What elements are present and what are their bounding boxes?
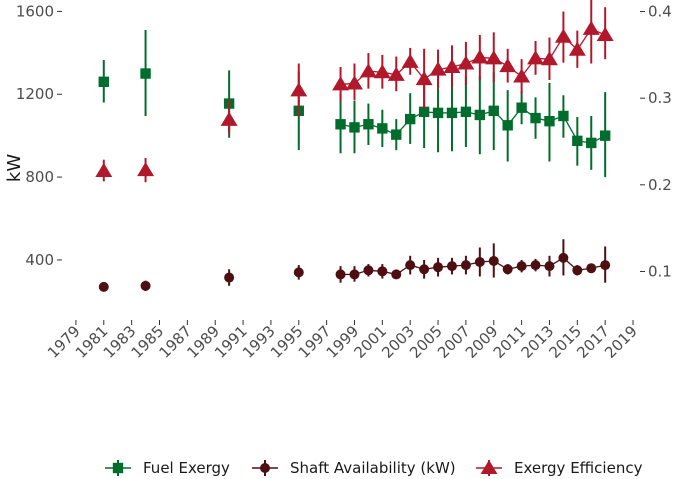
data-point — [600, 260, 611, 271]
legend-label: Shaft Availability (kW) — [290, 459, 456, 477]
data-point — [429, 61, 447, 76]
data-point — [516, 102, 527, 113]
legend-item-exergy-efficiency: Exergy Efficiency — [476, 459, 643, 477]
y-tick-label: 400 — [25, 251, 54, 269]
x-tick-label: 2019 — [601, 322, 641, 362]
data-point — [544, 115, 555, 127]
legend-item-shaft-availability-kw: Shaft Availability (kW) — [252, 459, 456, 477]
data-point — [586, 137, 597, 149]
data-point — [488, 255, 499, 266]
data-point — [95, 162, 113, 177]
data-point — [415, 71, 433, 86]
data-point — [513, 68, 531, 83]
legend-key-marker — [112, 462, 124, 474]
data-point — [391, 129, 402, 140]
data-point — [554, 28, 572, 43]
data-point — [530, 260, 541, 271]
data-point — [359, 63, 377, 78]
data-point — [335, 119, 346, 130]
data-point — [474, 109, 486, 121]
data-point — [502, 264, 513, 275]
plot-area — [95, 0, 614, 292]
data-point — [485, 50, 503, 65]
data-point — [586, 263, 597, 274]
legend: Fuel Exergy Shaft Availability (kW) Exergy… — [105, 459, 643, 477]
data-point — [349, 269, 360, 280]
data-point — [488, 105, 499, 117]
y2-tick-label: 0.4 — [648, 3, 672, 21]
data-point — [446, 107, 458, 119]
data-point — [332, 76, 350, 91]
data-point — [363, 265, 374, 276]
data-point — [443, 58, 461, 74]
data-point — [544, 261, 555, 272]
data-point — [98, 281, 109, 292]
data-point — [346, 75, 363, 90]
data-point — [401, 53, 419, 68]
data-point — [527, 50, 544, 65]
data-point — [335, 269, 346, 280]
data-point — [418, 106, 430, 118]
data-point — [568, 41, 586, 56]
data-point — [457, 55, 475, 70]
data-point — [137, 162, 155, 177]
data-point — [224, 272, 235, 283]
left-y-axis: 400 800 1200 1600 — [16, 2, 62, 269]
legend-key-marker — [480, 459, 498, 475]
x-axis: 1979198119831985198719891991199319951997… — [44, 320, 641, 362]
y2-tick-label: 0.3 — [648, 89, 672, 107]
data-point — [516, 261, 527, 272]
right-y-axis: 0.1 0.2 0.3 0.4 — [640, 3, 672, 280]
data-point — [572, 265, 583, 276]
y-tick-label: 1600 — [16, 2, 54, 20]
data-point — [419, 264, 430, 275]
data-point — [471, 49, 489, 64]
data-point — [446, 261, 457, 272]
data-point — [140, 280, 151, 291]
y-tick-label: 800 — [25, 168, 54, 186]
data-point — [596, 26, 614, 41]
y-axis-title: kW — [4, 154, 25, 182]
legend-label: Exergy Efficiency — [514, 459, 643, 477]
data-point — [474, 257, 485, 268]
data-point — [558, 110, 569, 122]
data-point — [405, 260, 416, 271]
data-point — [582, 20, 600, 35]
legend-item-fuel-exergy: Fuel Exergy — [105, 459, 230, 477]
series-exergy-efficiency — [95, 0, 614, 183]
data-point — [293, 267, 304, 278]
y-tick-label: 1200 — [16, 85, 54, 103]
data-point — [558, 252, 569, 263]
data-point — [404, 113, 416, 125]
data-point — [460, 260, 471, 271]
series-shaft-availability-kw — [98, 239, 611, 292]
data-point — [572, 135, 583, 147]
data-point — [349, 122, 360, 133]
data-point — [502, 120, 513, 131]
series-fuel-exergy — [98, 30, 611, 178]
data-point — [387, 66, 405, 81]
data-point — [599, 130, 611, 141]
data-point — [373, 64, 391, 79]
data-point — [290, 82, 308, 97]
data-point — [220, 111, 238, 126]
data-point — [433, 262, 444, 273]
data-point — [363, 119, 374, 130]
data-point — [377, 266, 388, 277]
data-point — [499, 58, 517, 73]
data-point — [541, 51, 558, 66]
legend-label: Fuel Exergy — [143, 459, 230, 477]
legend-key-marker — [260, 463, 270, 473]
data-point — [377, 123, 388, 134]
y2-tick-label: 0.2 — [648, 176, 672, 194]
data-point — [140, 68, 151, 79]
data-point — [530, 112, 541, 124]
data-point — [432, 107, 444, 119]
data-point — [391, 269, 402, 280]
y2-tick-label: 0.1 — [648, 262, 672, 280]
data-point — [460, 106, 472, 118]
data-point — [98, 76, 109, 88]
